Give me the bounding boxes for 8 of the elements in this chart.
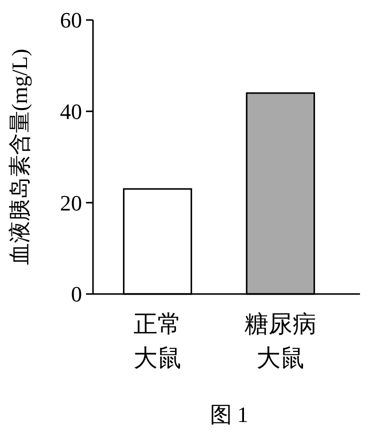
y-tick-label: 20 [60,190,82,216]
y-axis-title: 血液胰岛素含量(mg/L) [7,48,32,266]
x-tick-label: 正常大鼠 [134,312,182,372]
y-tick-label: 40 [60,99,82,124]
text: 图 1 [210,402,248,427]
y-tick-label: 60 [60,8,82,33]
x-tick-label: 糖尿病大鼠 [244,311,316,372]
y-tick-label: 0 [71,282,82,307]
